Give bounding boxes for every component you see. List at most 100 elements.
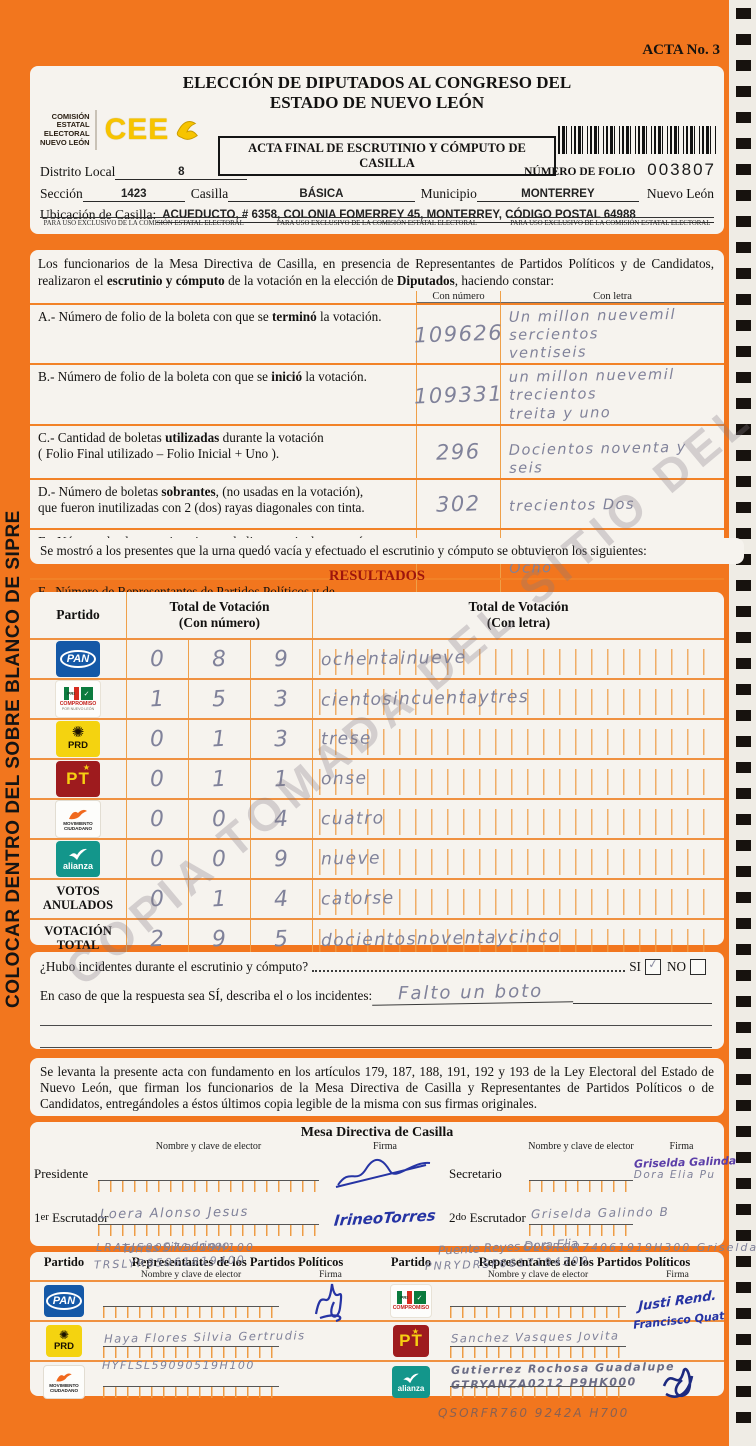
item-b-label: B.- Número de folio de la boleta con que… [30, 365, 416, 423]
compromiso-logo-cell: PRI ✓ COMPROMISO POR NUEVO LEÓN [30, 680, 126, 718]
exclusive-use-notes: PARA USO EXCLUSIVO DE LA COMISIÓN ESTATA… [40, 217, 714, 227]
item-d-number-cell: 302 [416, 480, 500, 528]
barcode [558, 126, 716, 154]
cee-org-line4: NUEVO LEÓN [40, 137, 90, 147]
cee-org-line1: COMISIÓN [51, 111, 90, 121]
intro-p1: Los funcionarios de la Mesa Directiva de… [38, 256, 714, 288]
folio-label: NÚMERO DE FOLIO [524, 166, 636, 178]
exclusive-use-note-2: PARA USO EXCLUSIVO DE LA COMISIÓN ESTATA… [273, 217, 481, 227]
secretario-name-line [529, 1166, 633, 1181]
rep-alianza-name-cell: Gutierrez Rochosa Guadalupe GTRYANZA0212… [445, 1360, 675, 1402]
item-b-number-cell: 109331 [414, 365, 503, 424]
result-row-pan: PAN 0 8 9 ochentainueve [30, 638, 724, 678]
alianza-digit-3: 9 [250, 840, 312, 878]
result-row-alianza: alianza 0 0 9 nueve [30, 838, 724, 878]
result-row-total: VOTACIÓN TOTAL 2 9 5 docientosnoventayci… [30, 918, 724, 958]
anulados-letra-cell: catorse [312, 880, 724, 918]
no-label: NO [666, 959, 686, 974]
incidents-description-row: En caso de que la respuesta sea SÍ, desc… [40, 980, 712, 1006]
pan-d2: 8 [211, 646, 228, 672]
item-row-d: D.- Número de boletas sobrantes, (no usa… [30, 478, 724, 528]
rep-pan-name-line [103, 1292, 279, 1307]
compromiso-d2: 5 [211, 686, 228, 712]
escrutador1-name-cell: Loera Alonso Jesus LRALJS90071619H100 [92, 1196, 325, 1254]
anulados-digit-3: 4 [250, 880, 312, 918]
mc-letra-cell: cuatro [312, 800, 724, 838]
reps-head-spacer1 [30, 1270, 98, 1280]
rep-mc-name-line [103, 1372, 279, 1387]
item-c-number-cell: 296 [416, 425, 500, 478]
count-items-panel: Los funcionarios de la Mesa Directiva de… [30, 250, 724, 631]
verde-mini-logo: ✓ [80, 687, 93, 700]
prd-d1: 0 [149, 726, 166, 752]
presidente-name-ticks [98, 1181, 319, 1192]
binder-dashes [736, 8, 751, 1438]
col-header-letra: Con letra [500, 291, 724, 303]
pan-letra-cell: ochentainueve [312, 640, 724, 678]
compromiso-d1: 1 [149, 686, 166, 712]
mc-digit-2: 0 [188, 800, 250, 838]
rep-pt-firma-cell: Francisco Quat [631, 1309, 725, 1360]
header-total-numero-1: Total de Votación [169, 599, 270, 615]
total-digit-1: 2 [126, 920, 188, 958]
pt-d2: 1 [211, 766, 228, 792]
incidents-question-row: ¿Hubo incidentes durante el escrutinio y… [40, 956, 712, 975]
pan-logo-label: PAN [59, 650, 97, 668]
prd-logo: ✺ PRD [56, 721, 100, 757]
total-d1: 2 [149, 926, 166, 952]
pt-letra: onse [320, 768, 368, 790]
anulados-letra: catorse [320, 888, 395, 910]
cee-brand: CEE [104, 113, 170, 146]
mesa-head-name-right: Nombre y clave de elector [528, 1141, 634, 1152]
reps-row-1: PAN PRI ✓ COMPROMISO [30, 1280, 724, 1323]
item-b-bold: inició [271, 369, 303, 385]
seccion-value: 1423 [82, 188, 185, 202]
rep-mc-name-cell [98, 1362, 284, 1402]
rep-mc-name-ticks [103, 1387, 279, 1398]
compromiso-sublabel: POR NUEVO LEÓN [61, 707, 95, 711]
pan-digit-1: 0 [126, 640, 188, 678]
reps-name-header-right: Nombre y clave de elector [487, 1270, 589, 1280]
acta-number: ACTA No. 3 [642, 42, 720, 59]
incidents-question: ¿Hubo incidentes durante el escrutinio y… [40, 959, 309, 974]
alianza-d3: 9 [273, 846, 290, 872]
reps-partido-header-left: Partido [43, 1255, 85, 1269]
ubicacion-label: Ubicación de Casilla: [40, 207, 157, 222]
escrutador2-clave: GLGRGR74061919H300 Griselda Gal [523, 1241, 756, 1254]
incidents-line-rest [573, 991, 712, 1004]
header-total-numero-2: (Con número) [178, 615, 261, 630]
mc-letra: cuatro [320, 808, 385, 830]
item-d-letra1: trecientos Dos [508, 496, 636, 515]
rep-alianza-name-line [450, 1372, 626, 1387]
anulados-label2: ANULADOS [42, 898, 114, 912]
compromiso-digit-3: 3 [250, 680, 312, 718]
pan-logo: PAN [56, 641, 100, 677]
distrito-label: Distrito Local [40, 164, 116, 179]
escrutador2-word: Escrutador [469, 1210, 526, 1226]
item-c-letra-cell: Docientos noventa y seis [500, 425, 724, 478]
item-a-letra1: Un millon nuevemil sercientos [508, 306, 677, 344]
prd-d2: 1 [211, 726, 228, 752]
rep-pri-mini-logo: PRI [396, 1291, 412, 1304]
item-row-b: B.- Número de folio de la boleta con que… [30, 363, 724, 424]
reps-header-row1: Partido Representantes de los Partidos P… [30, 1252, 724, 1270]
header-total-letra-1: Total de Votación [468, 599, 569, 615]
rep-pt-name-ticks [450, 1347, 626, 1358]
rep-alianza-check-icon [403, 1373, 419, 1383]
item-d-line2: que fueron inutilizadas con 2 (dos) raya… [38, 499, 365, 515]
rep-mc-firma-cell [284, 1362, 377, 1402]
rep-alianza-firma-cell [631, 1362, 724, 1402]
presidente-name-cell [92, 1152, 325, 1196]
rep-mc-logo: MOVIMIENTO CIUDADANO [43, 1365, 85, 1399]
si-checkmark: ✓ [647, 956, 659, 972]
mesa-head-firma-left: Firma [373, 1141, 397, 1152]
anulados-d1: 0 [149, 886, 166, 912]
rep-compromiso-name-ticks [450, 1307, 626, 1318]
prd-digit-3: 3 [250, 720, 312, 758]
anulados-d3: 4 [273, 886, 290, 912]
total-digit-3: 5 [250, 920, 312, 958]
exclusive-use-note-3: PARA USO EXCLUSIVO DE LA COMISIÓN ESTATA… [506, 217, 714, 227]
mesa-head-firma-right: Firma [669, 1141, 694, 1152]
mc-digit-3: 4 [250, 800, 312, 838]
rep-prd-name-ticks [103, 1347, 279, 1358]
